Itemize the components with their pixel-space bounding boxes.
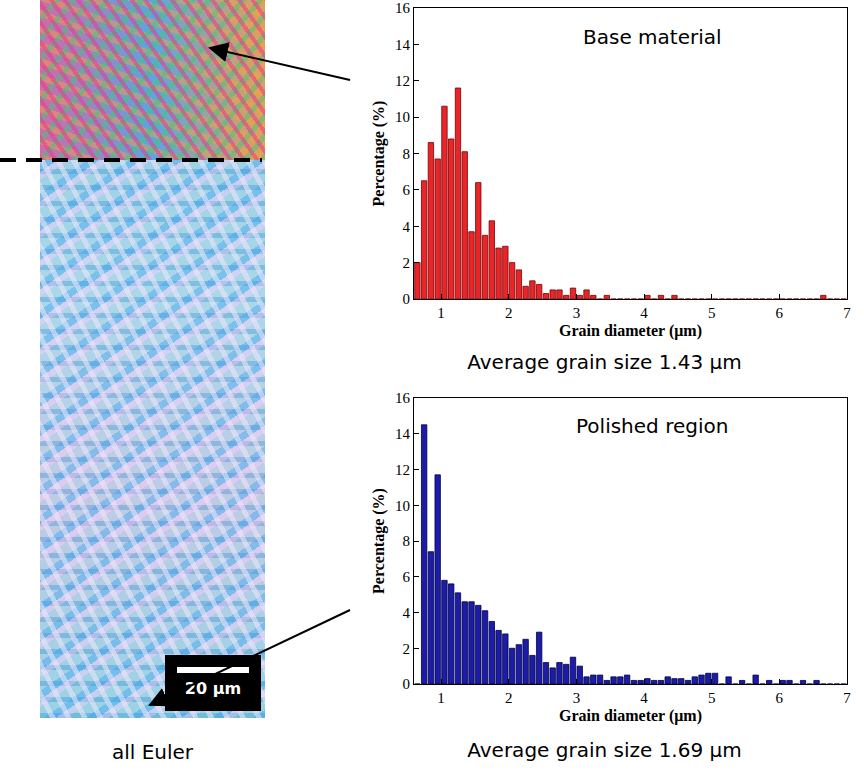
svg-text:4: 4 xyxy=(403,219,411,235)
svg-text:2: 2 xyxy=(505,690,512,706)
svg-text:14: 14 xyxy=(395,426,411,442)
html-text:Average grain size 1.69 μm: Average grain size 1.69 μm xyxy=(467,738,742,762)
svg-text:16: 16 xyxy=(395,0,411,16)
svg-text:16: 16 xyxy=(395,390,411,406)
html-text:20 μm: 20 μm xyxy=(184,679,242,698)
svg-text:6: 6 xyxy=(403,182,411,198)
svg-text:Grain diameter (μm): Grain diameter (μm) xyxy=(559,707,702,725)
svg-text:12: 12 xyxy=(395,462,410,478)
svg-text:10: 10 xyxy=(395,109,410,125)
html-text:all Euler: all Euler xyxy=(111,740,194,764)
svg-text:Base material: Base material xyxy=(583,25,722,49)
svg-text:2: 2 xyxy=(505,305,512,321)
svg-text:6: 6 xyxy=(776,690,784,706)
svg-text:10: 10 xyxy=(395,498,410,514)
svg-text:8: 8 xyxy=(403,533,411,549)
svg-text:2: 2 xyxy=(403,641,411,657)
svg-text:5: 5 xyxy=(708,690,716,706)
svg-text:14: 14 xyxy=(395,37,411,53)
svg-text:Polished region: Polished region xyxy=(576,414,728,438)
svg-text:7: 7 xyxy=(843,305,851,321)
svg-text:3: 3 xyxy=(573,690,581,706)
svg-text:0: 0 xyxy=(403,676,411,692)
svg-text:1: 1 xyxy=(437,305,445,321)
svg-text:5: 5 xyxy=(708,305,716,321)
svg-text:6: 6 xyxy=(403,569,411,585)
svg-text:4: 4 xyxy=(403,605,411,621)
svg-text:12: 12 xyxy=(395,73,410,89)
svg-text:Percentage (%): Percentage (%) xyxy=(370,488,388,594)
svg-text:Grain diameter (μm): Grain diameter (μm) xyxy=(559,322,702,340)
svg-text:4: 4 xyxy=(640,690,648,706)
svg-text:3: 3 xyxy=(573,305,581,321)
svg-text:6: 6 xyxy=(776,305,784,321)
svg-text:2: 2 xyxy=(403,255,411,271)
svg-text:4: 4 xyxy=(640,305,648,321)
svg-text:7: 7 xyxy=(843,690,851,706)
html-text:Average grain size 1.43 μm: Average grain size 1.43 μm xyxy=(467,350,742,374)
svg-text:0: 0 xyxy=(403,291,411,307)
svg-text:Percentage (%): Percentage (%) xyxy=(370,101,388,207)
svg-text:1: 1 xyxy=(437,690,445,706)
svg-text:8: 8 xyxy=(403,146,411,162)
